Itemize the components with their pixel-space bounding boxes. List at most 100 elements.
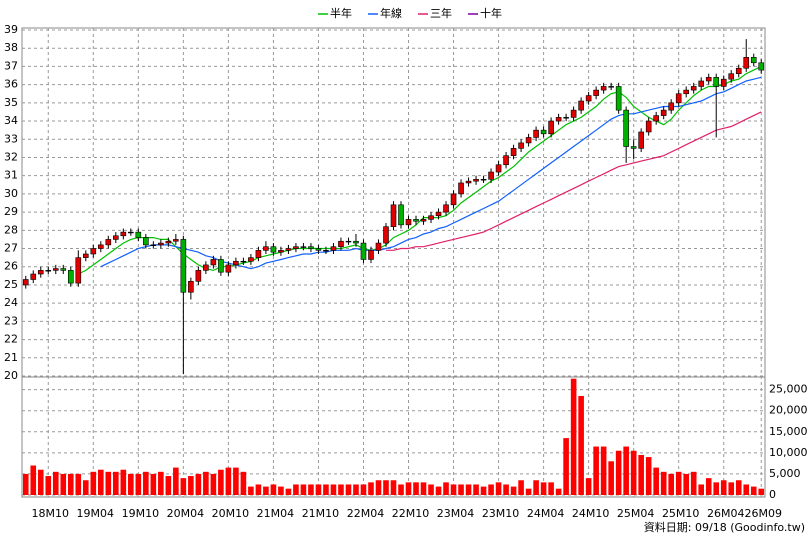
candle-body (165, 240, 172, 244)
volume-bar (593, 446, 599, 495)
volume-bar (540, 482, 547, 495)
candle-body (330, 246, 337, 251)
candle-body (555, 117, 562, 122)
y-tick-label: 29 (4, 205, 18, 218)
volume-bar (435, 486, 442, 495)
candle-body (728, 73, 735, 80)
candle-body (368, 250, 374, 260)
candle-body (345, 240, 352, 243)
volume-bar (480, 486, 487, 495)
candle-body (600, 86, 607, 91)
candle-body (450, 193, 457, 206)
candle-body (473, 179, 479, 182)
volume-bar (600, 446, 607, 495)
candle-body (173, 239, 179, 242)
volume-bar (533, 480, 539, 495)
candle-body (90, 248, 97, 255)
ma-line (100, 76, 762, 270)
candle-body (608, 86, 614, 88)
volume-bar (315, 484, 322, 495)
volume-bar (518, 480, 524, 495)
candle-body (105, 239, 112, 246)
candle-body (248, 257, 254, 262)
candle-body (548, 120, 554, 135)
candle-body (435, 211, 442, 217)
volume-bar (113, 471, 119, 495)
y-tick-label: 30 (4, 187, 18, 200)
volume-bar (105, 471, 112, 495)
candle-body (510, 148, 517, 156)
candle-body (240, 260, 247, 263)
legend-label: 三年 (430, 6, 452, 20)
y2-tick-label: 20,000 (769, 404, 808, 417)
candle-body (705, 77, 712, 82)
legend-label: 年線 (380, 6, 402, 20)
volume-bar (375, 480, 382, 495)
candle-body (593, 89, 599, 96)
volume-bar (698, 484, 705, 495)
volume-bar (503, 484, 509, 495)
volume-bar (188, 476, 194, 495)
y2-tick-label: 15,000 (769, 425, 808, 438)
candle-body (37, 270, 44, 275)
volume-bar (255, 484, 262, 495)
candle-body (480, 179, 487, 181)
volume-bar (300, 484, 307, 495)
candle-body (52, 268, 59, 271)
candle-body (488, 171, 494, 180)
candle-body (525, 137, 532, 144)
volume-bar (660, 471, 667, 495)
volume-bar (623, 446, 629, 495)
volume-bar (165, 476, 172, 495)
volume-bar (233, 467, 239, 495)
volume-bar (450, 484, 457, 495)
volume-bar (67, 473, 74, 495)
volume-bar (248, 486, 254, 495)
candle-body (128, 231, 134, 234)
volume-bar (405, 482, 412, 495)
x-tick-label: 18M10 (32, 507, 70, 520)
y-tick-label: 27 (4, 242, 18, 255)
candle-body (75, 257, 82, 284)
volume-bar (360, 484, 367, 495)
candle-body (578, 100, 584, 111)
volume-bar (263, 486, 269, 495)
candle-body (30, 273, 37, 280)
candle-body (308, 246, 314, 249)
volume-bar (458, 484, 464, 495)
candle-body (338, 240, 344, 248)
candle-body (683, 89, 689, 95)
volume-bar (548, 482, 554, 495)
x-tick-label: 19M04 (77, 507, 115, 520)
x-tick-label: 23M10 (482, 507, 520, 520)
candle-body (690, 86, 697, 91)
candle-body (735, 67, 742, 75)
volume-bar (330, 484, 337, 495)
candle-body (623, 109, 629, 147)
candle-body (315, 248, 322, 251)
candle-body (188, 281, 194, 293)
x-tick-label: 22M10 (392, 507, 430, 520)
y2-tick-label: 5,000 (769, 467, 801, 480)
volume-bar (653, 467, 659, 495)
candle-body (750, 57, 757, 64)
candle-body (285, 248, 292, 251)
candle-body (443, 204, 449, 213)
volume-bar (608, 461, 614, 495)
volume-bar (420, 482, 427, 495)
x-tick-label: 25M04 (617, 507, 655, 520)
y-tick-label: 25 (4, 278, 18, 291)
volume-bar (705, 478, 712, 495)
volume-bar (203, 471, 209, 495)
candle-body (180, 239, 187, 293)
volume-bar (353, 484, 359, 495)
volume-bar (270, 484, 277, 495)
candle-body (158, 242, 164, 246)
candle-body (698, 80, 705, 87)
candle-body (210, 259, 217, 266)
legend-label: 半年 (330, 6, 352, 20)
volume-bar (615, 450, 622, 495)
x-tick-label: 25M10 (662, 507, 700, 520)
y-tick-label: 23 (4, 314, 18, 327)
